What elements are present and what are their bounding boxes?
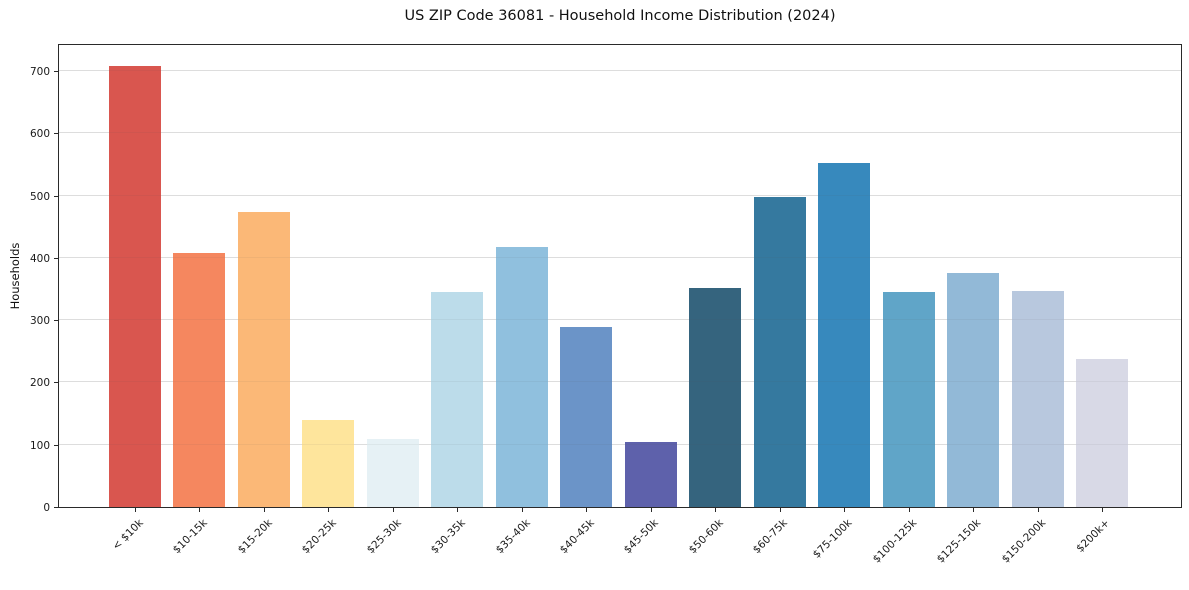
y-tick-label: 0 (43, 502, 50, 514)
y-gridline (59, 256, 1181, 258)
y-tick-mark (54, 71, 58, 73)
y-tick-label: 300 (29, 315, 50, 328)
bar-30-35k (431, 292, 484, 507)
y-tick-mark (54, 507, 58, 508)
y-gridline-overlay (59, 319, 1181, 321)
x-tick-label: $35-40k (493, 517, 533, 557)
bar-10-15k (173, 252, 226, 507)
y-gridline (59, 443, 1181, 445)
y-tick-mark (54, 320, 58, 322)
chart-title: US ZIP Code 36081 - Household Income Dis… (404, 8, 836, 24)
bar-200k (1076, 358, 1129, 507)
bar-150-200k (1011, 290, 1064, 507)
y-tick-mark (54, 133, 58, 135)
x-tick-label: $40-45k (557, 517, 597, 557)
x-tick-mark (844, 508, 846, 512)
x-tick-mark (973, 508, 975, 512)
x-tick-label: $50-60k (686, 517, 726, 557)
y-tick-mark (54, 257, 58, 259)
x-tick-label: $150-200k (999, 517, 1049, 566)
y-tick-label: 700 (29, 66, 50, 79)
y-tick-label: 500 (29, 190, 50, 203)
y-tick-label: 400 (29, 252, 50, 265)
x-tick-mark (1037, 508, 1039, 512)
y-gridline-overlay (59, 381, 1181, 383)
x-tick-label: $100-125k (870, 517, 920, 566)
x-tick-label: $75-100k (810, 517, 855, 561)
bar-10k (109, 66, 161, 507)
y-tick-mark (54, 382, 58, 384)
y-tick-label: 200 (29, 377, 50, 390)
bar-40-45k (560, 327, 613, 507)
x-tick-mark (263, 508, 265, 512)
x-tick-label: $15-20k (235, 517, 275, 557)
x-tick-mark (521, 508, 523, 512)
bar-75-100k (818, 162, 871, 507)
y-tick-mark (54, 195, 58, 197)
y-gridline-overlay (59, 256, 1181, 258)
x-tick-label: $60-75k (751, 517, 791, 557)
x-tick-label: < $10k (109, 517, 146, 553)
x-tick-mark (908, 508, 910, 512)
x-tick-mark (392, 508, 394, 512)
y-gridline (59, 319, 1181, 321)
x-tick-label: $25-30k (364, 517, 404, 557)
x-tick-label: $200k+ (1074, 517, 1113, 555)
bar-60-75k (753, 196, 806, 507)
y-gridline (59, 194, 1181, 196)
x-tick-mark (650, 508, 652, 512)
x-tick-label: $30-35k (428, 517, 468, 557)
bar-20-25k (302, 419, 355, 507)
y-tick-label: 100 (29, 439, 50, 452)
bar-50-60k (689, 287, 742, 507)
y-gridline-overlay (59, 194, 1181, 196)
y-gridline (59, 70, 1181, 72)
x-tick-mark (779, 508, 781, 512)
x-tick-label: $45-50k (622, 517, 662, 557)
x-tick-label: $125-150k (935, 517, 984, 566)
bar-100-125k (882, 292, 935, 507)
x-tick-label: $20-25k (299, 517, 339, 557)
x-tick-mark (199, 508, 201, 512)
y-gridline-overlay (59, 443, 1181, 445)
y-tick-mark (54, 444, 58, 446)
x-tick-mark (715, 508, 717, 512)
y-gridline (59, 132, 1181, 134)
bar-35-40k (495, 247, 548, 507)
y-gridline-overlay (59, 70, 1181, 72)
bar-45-50k (624, 442, 677, 507)
bar-15-20k (237, 211, 290, 507)
bar-25-30k (366, 438, 419, 507)
x-tick-mark (1102, 508, 1104, 512)
x-tick-mark (135, 508, 136, 512)
x-tick-mark (328, 508, 330, 512)
plot-area (58, 44, 1182, 508)
y-gridline-overlay (59, 132, 1181, 134)
bar-125-150k (947, 272, 1000, 507)
x-tick-label: $10-15k (170, 517, 210, 557)
x-tick-mark (586, 508, 588, 512)
x-tick-mark (457, 508, 459, 512)
y-gridline (59, 381, 1181, 383)
y-tick-label: 600 (29, 128, 50, 141)
